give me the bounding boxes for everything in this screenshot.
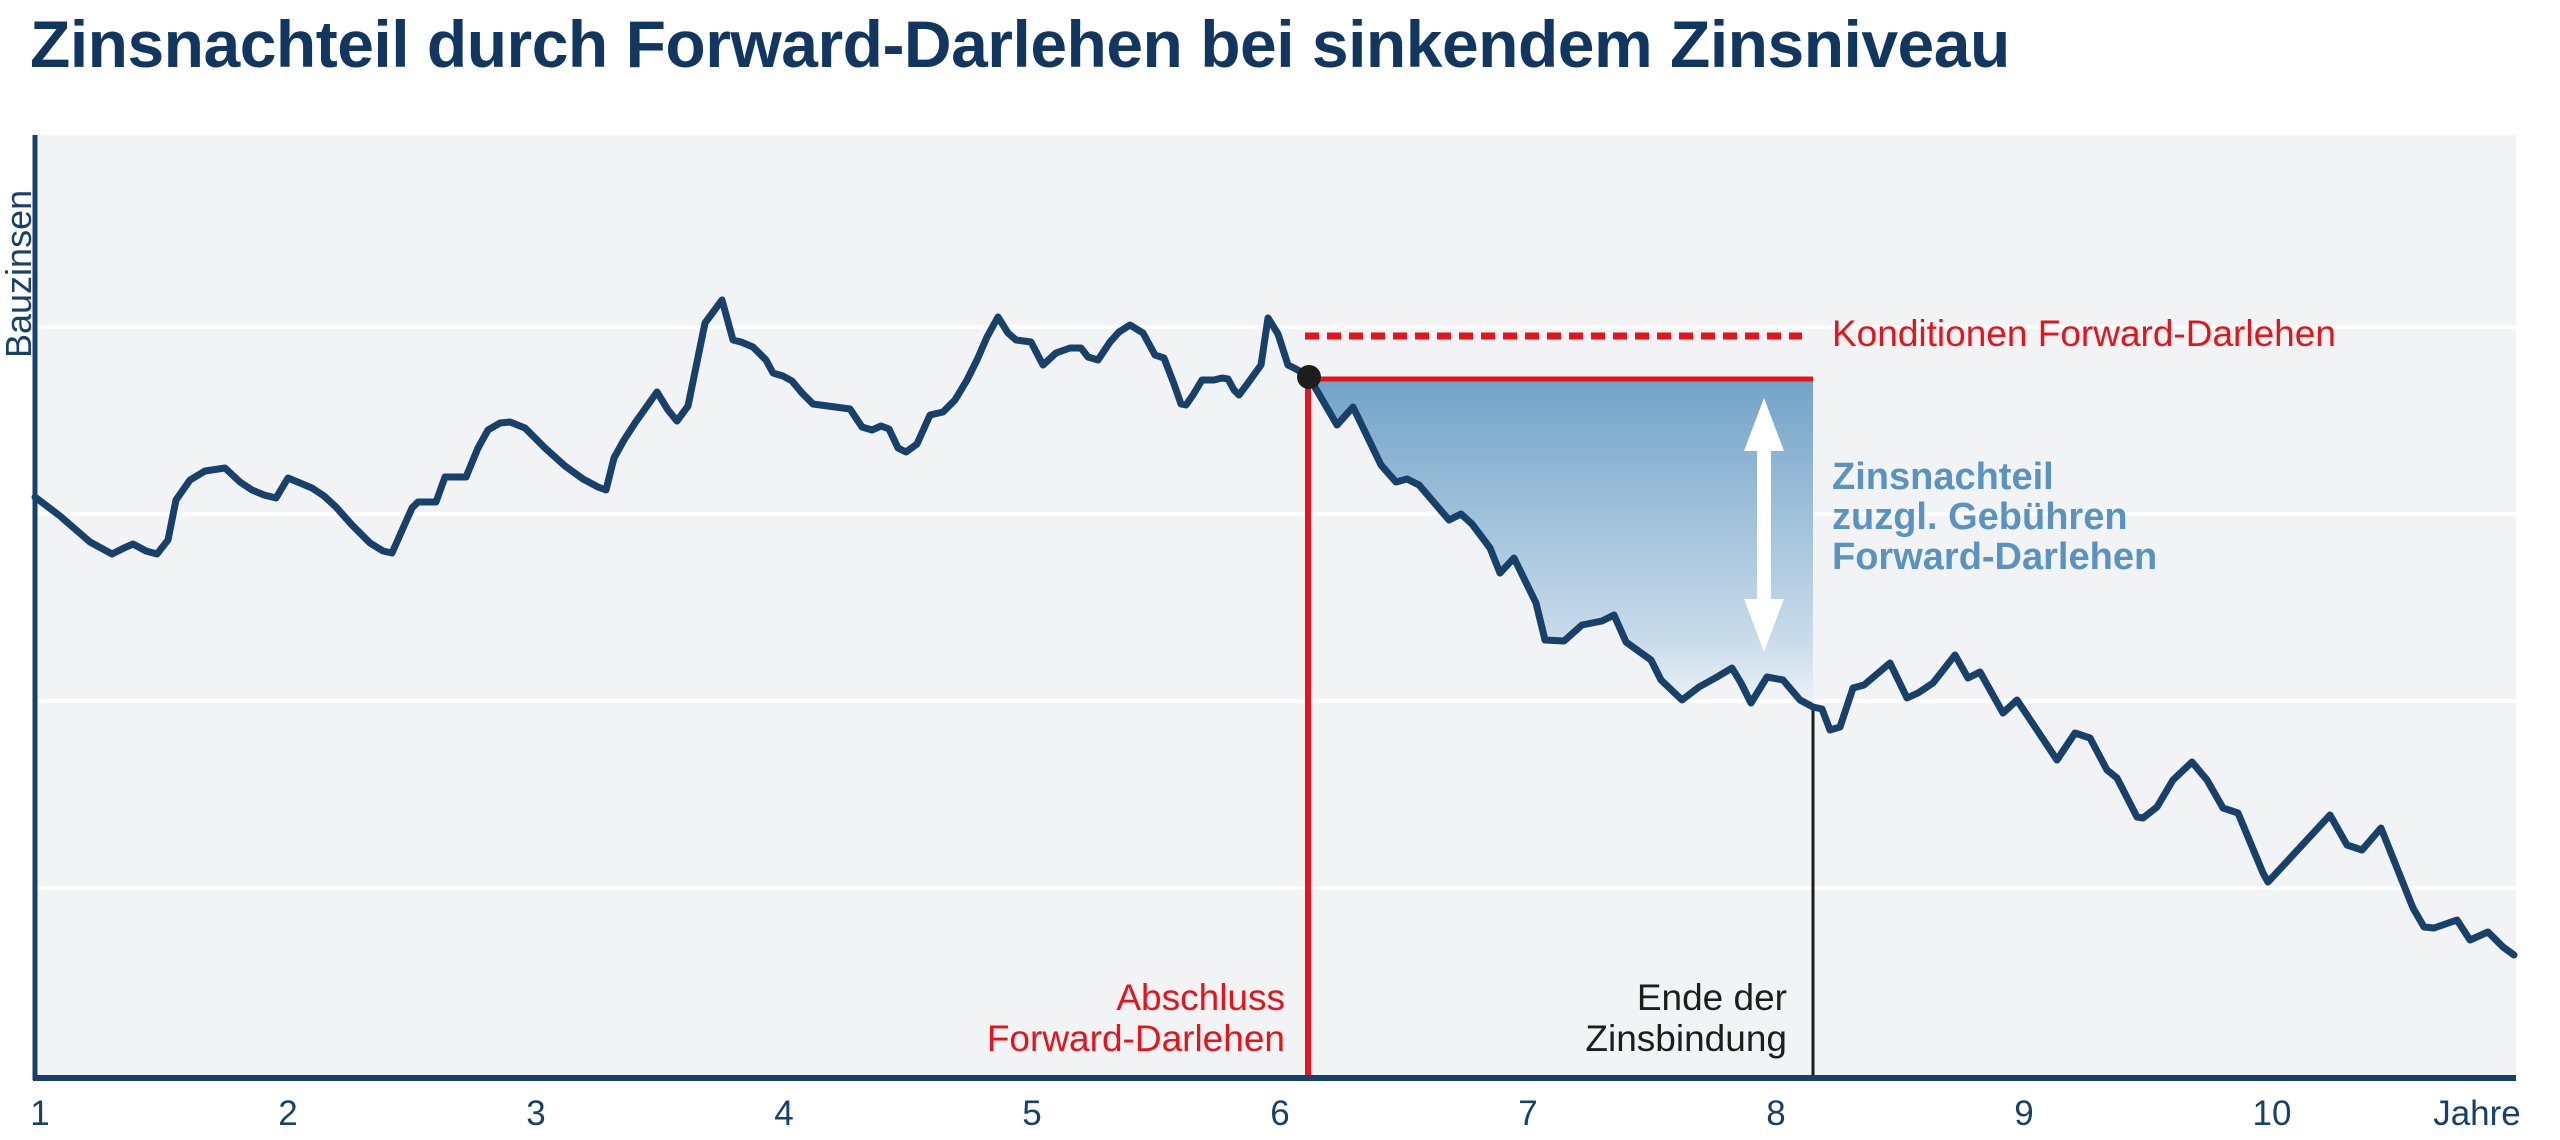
y-axis-label: Bauzinsen — [0, 189, 39, 358]
zinsnachteil-line1: Zinsnachteil — [1832, 456, 2054, 498]
abschluss-dot — [1297, 365, 1321, 389]
abschluss-line1: Abschluss — [1116, 977, 1285, 1018]
x-tick-label: 8 — [1766, 1094, 1786, 1133]
zinsnachteil-line2: zuzgl. Gebühren — [1832, 496, 2128, 538]
x-tick-label: 5 — [1022, 1094, 1042, 1133]
x-tick-label: Jahre — [2433, 1094, 2521, 1133]
x-tick-label: 1 — [30, 1094, 50, 1133]
x-tick-label: 7 — [1518, 1094, 1538, 1133]
zinsnachteil-area-label: Zinsnachteil zuzgl. Gebühren Forward-Dar… — [1832, 457, 2157, 577]
x-tick-label: 6 — [1270, 1094, 1290, 1133]
x-tick-label: 10 — [2252, 1094, 2292, 1133]
bauzinsen-curve — [31, 296, 2518, 959]
zinsnachteil-arrow-icon — [1744, 398, 1784, 652]
zinsnachteil-area — [1309, 377, 1813, 707]
abschluss-line2: Forward-Darlehen — [986, 1018, 1285, 1059]
zinsnachteil-line3: Forward-Darlehen — [1832, 536, 2158, 578]
page-title: Zinsnachteil durch Forward-Darlehen bei … — [30, 7, 2010, 81]
x-tick-label: 3 — [526, 1094, 546, 1133]
x-tick-label: 2 — [278, 1094, 298, 1133]
x-tick-label: 4 — [774, 1094, 794, 1133]
konditionen-forward-darlehen-label: Konditionen Forward-Darlehen — [1832, 313, 2336, 354]
zinsbindung-line2: Zinsbindung — [1585, 1018, 1787, 1059]
ende-der-zinsbindung-label: Ende der Zinsbindung — [1585, 977, 1787, 1059]
x-tick-label: 9 — [2014, 1094, 2034, 1133]
plot-background — [37, 135, 2516, 1078]
abschluss-forward-darlehen-label: Abschluss Forward-Darlehen — [987, 977, 1285, 1059]
zinsbindung-line1: Ende der — [1636, 977, 1787, 1018]
